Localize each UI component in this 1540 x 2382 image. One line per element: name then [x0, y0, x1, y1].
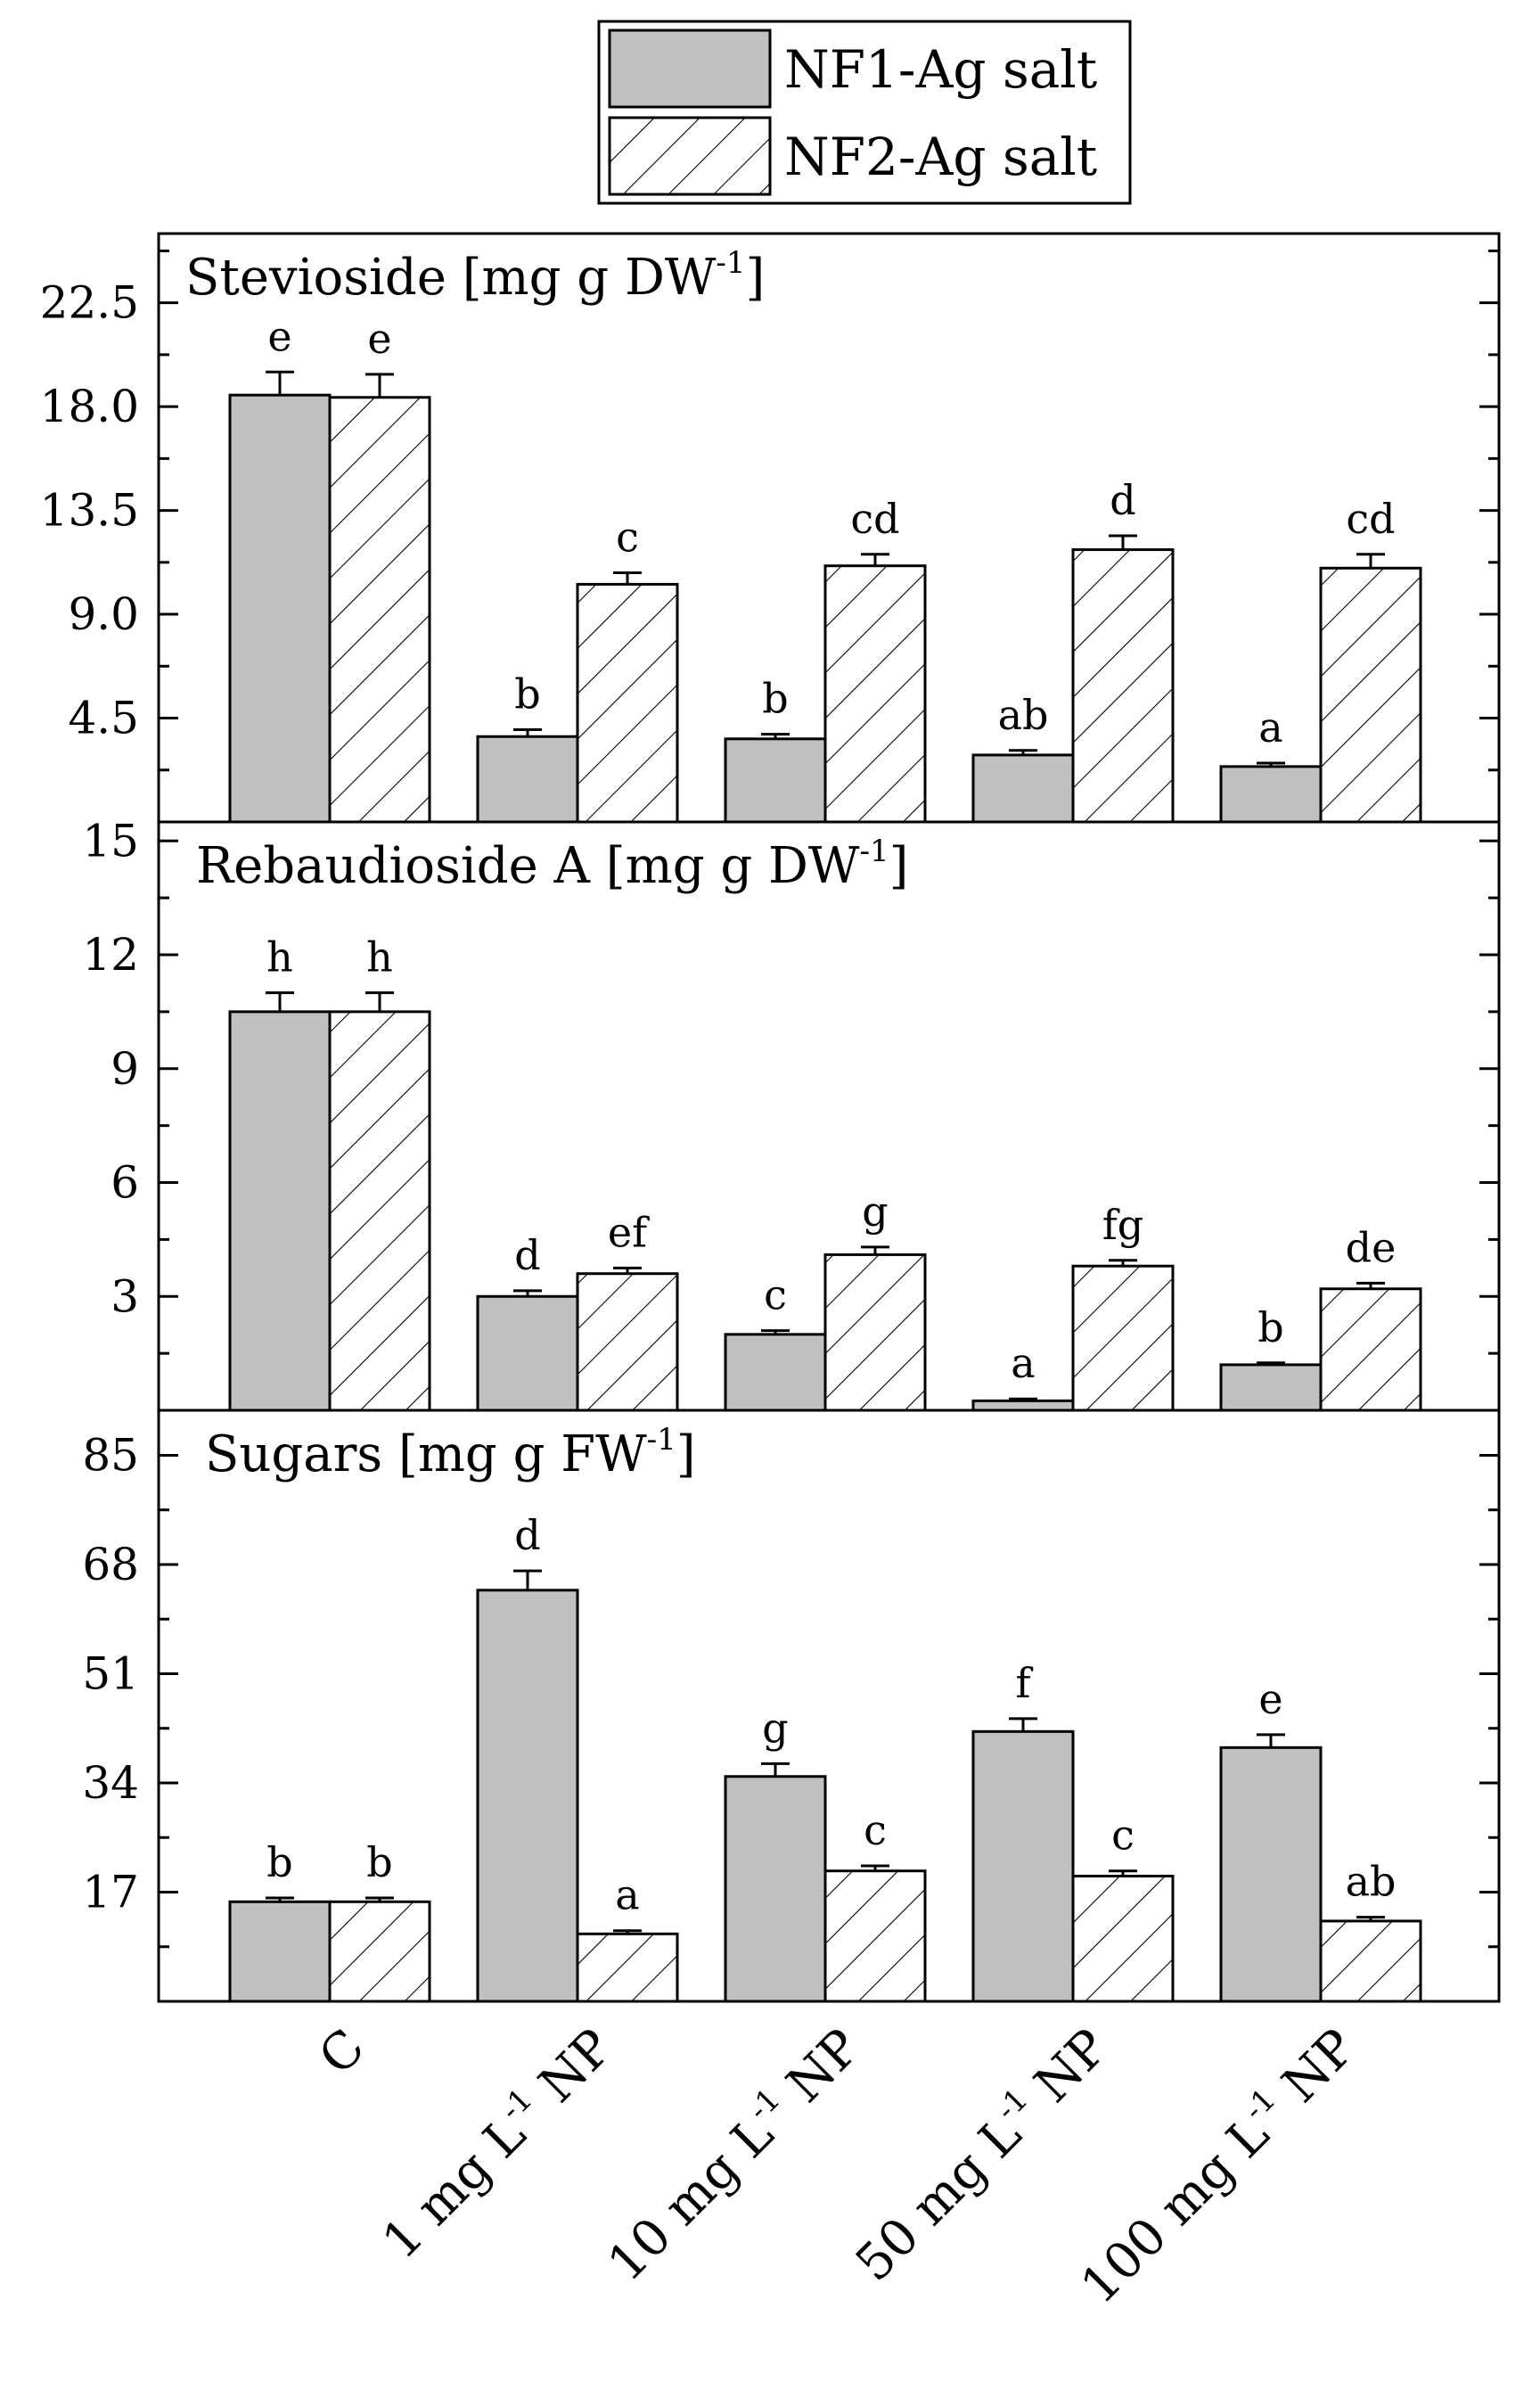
bar-nf1	[724, 737, 827, 824]
bar-nf2	[1071, 1264, 1175, 1412]
y-tick-label: 18.0	[40, 381, 139, 432]
significance-label: c	[616, 513, 639, 561]
bar-nf1	[228, 1900, 332, 2003]
bar-nf1	[724, 1775, 827, 2003]
bar-nf2	[823, 1869, 927, 2003]
bar-nf2	[328, 1900, 431, 2003]
significance-label: h	[366, 933, 393, 982]
x-tick-label-10mg: 10 mg L-1 NP	[594, 2016, 872, 2293]
bar-nf2	[1071, 548, 1175, 824]
y-tick-label: 12	[82, 929, 139, 981]
bar-nf2	[328, 396, 431, 824]
y-tick-label: 17	[82, 1866, 139, 1918]
bar-nf1	[476, 735, 579, 824]
significance-label: g	[762, 1704, 788, 1752]
x-axis-category-labels: C 1 mg L-1 NP 10 mg L-1 NP 50 mg L-1 NP …	[308, 2016, 1367, 2315]
significance-label: e	[367, 315, 391, 363]
significance-label: c	[764, 1271, 787, 1319]
significance-label: f	[1015, 1659, 1033, 1707]
significance-label: g	[862, 1187, 888, 1236]
significance-label: e	[267, 312, 291, 360]
bar-nf1	[1219, 1363, 1323, 1412]
bar-nf2	[1319, 566, 1422, 824]
bar-nf2	[1319, 1287, 1422, 1412]
chart-panel-3: 17 34 51 68 85 b d g f e b a c c ab Sugars [mg g FW-1]	[82, 1409, 1501, 2003]
significance-label: a	[1258, 703, 1282, 752]
significance-label: h	[266, 933, 293, 982]
bar-nf2	[1071, 1874, 1175, 2003]
y-tick-label: 34	[82, 1757, 139, 1809]
significance-label: c	[864, 1806, 887, 1854]
y-tick-label: 9	[111, 1043, 139, 1095]
panel-title: Rebaudioside A [mg g DW-1]	[196, 834, 908, 895]
significance-label: cd	[850, 495, 899, 543]
bar-nf1	[1219, 1745, 1323, 2003]
significance-label: fg	[1102, 1201, 1143, 1249]
x-tick-label-c: C	[308, 2018, 376, 2086]
y-tick-label: 22.5	[40, 277, 139, 329]
bar-nf2	[576, 1272, 679, 1412]
significance-label: ab	[1346, 1858, 1397, 1906]
bar-nf2	[823, 1253, 927, 1412]
bar-nf1	[971, 1399, 1075, 1412]
significance-label: c	[1111, 1811, 1135, 1860]
bar-nf1	[1219, 765, 1323, 824]
panel-title: Stevioside [mg g DW-1]	[185, 245, 765, 307]
significance-label: de	[1346, 1223, 1397, 1271]
x-tick-label-1mg: 1 mg L-1 NP	[369, 2016, 624, 2271]
significance-label: b	[366, 1838, 392, 1886]
legend-label-nf1: NF1-Ag salt	[784, 39, 1097, 100]
bar-nf1	[724, 1333, 827, 1412]
y-tick-label: 85	[82, 1429, 139, 1481]
bar-nf1	[476, 1294, 579, 1412]
legend: NF1-Ag salt NF2-Ag salt	[597, 20, 1132, 205]
y-tick-label: 15	[82, 815, 139, 867]
significance-label: e	[1258, 1675, 1282, 1723]
significance-label: a	[1011, 1339, 1035, 1387]
x-tick-label-50mg: 50 mg L-1 NP	[842, 2016, 1119, 2293]
bar-nf2	[823, 564, 927, 824]
legend-label-nf2: NF2-Ag salt	[784, 127, 1097, 187]
bar-nf2	[576, 1932, 679, 2003]
bar-nf2	[1319, 1919, 1422, 2003]
significance-label: b	[266, 1838, 292, 1886]
bar-nf2	[328, 1010, 431, 1412]
significance-label: cd	[1346, 495, 1395, 543]
significance-label: d	[514, 1231, 540, 1279]
bar-nf2	[576, 582, 679, 824]
significance-label: a	[615, 1871, 639, 1919]
bar-nf1	[971, 753, 1075, 824]
bar-nf1	[476, 1589, 579, 2003]
bar-nf1	[228, 1010, 332, 1412]
significance-label: b	[762, 675, 788, 723]
y-tick-label: 68	[82, 1539, 139, 1590]
bar-nf1	[228, 393, 332, 824]
chart-panel-2: 3 6 9 12 15 h d c a b h ef g fg de Rebaudioside A [mg g…	[82, 815, 1501, 1412]
y-tick-label: 13.5	[40, 485, 139, 537]
significance-label: d	[514, 1511, 540, 1559]
y-tick-label: 3	[111, 1270, 139, 1322]
y-tick-label: 51	[82, 1647, 139, 1699]
significance-label: ef	[608, 1208, 650, 1256]
significance-label: b	[1257, 1303, 1283, 1351]
significance-label: b	[514, 669, 540, 718]
chart-panel-1: 4.5 9.0 13.5 18.0 22.5 e b b ab a e c cd d cd Steviosid…	[40, 232, 1501, 824]
y-tick-label: 4.5	[68, 693, 139, 744]
significance-label: ab	[998, 691, 1049, 739]
chart-panels: 4.59.013.518.022.5eb b ab aec cd d cdSteviosid…	[40, 232, 1501, 2003]
significance-label: d	[1110, 476, 1135, 524]
y-tick-label: 9.0	[68, 588, 139, 640]
legend-swatch-nf2	[608, 116, 772, 196]
bar-nf1	[971, 1729, 1075, 2003]
panel-title: Sugars [mg g FW-1]	[205, 1422, 696, 1483]
legend-swatch-nf1	[608, 29, 772, 109]
y-tick-label: 6	[111, 1157, 139, 1209]
